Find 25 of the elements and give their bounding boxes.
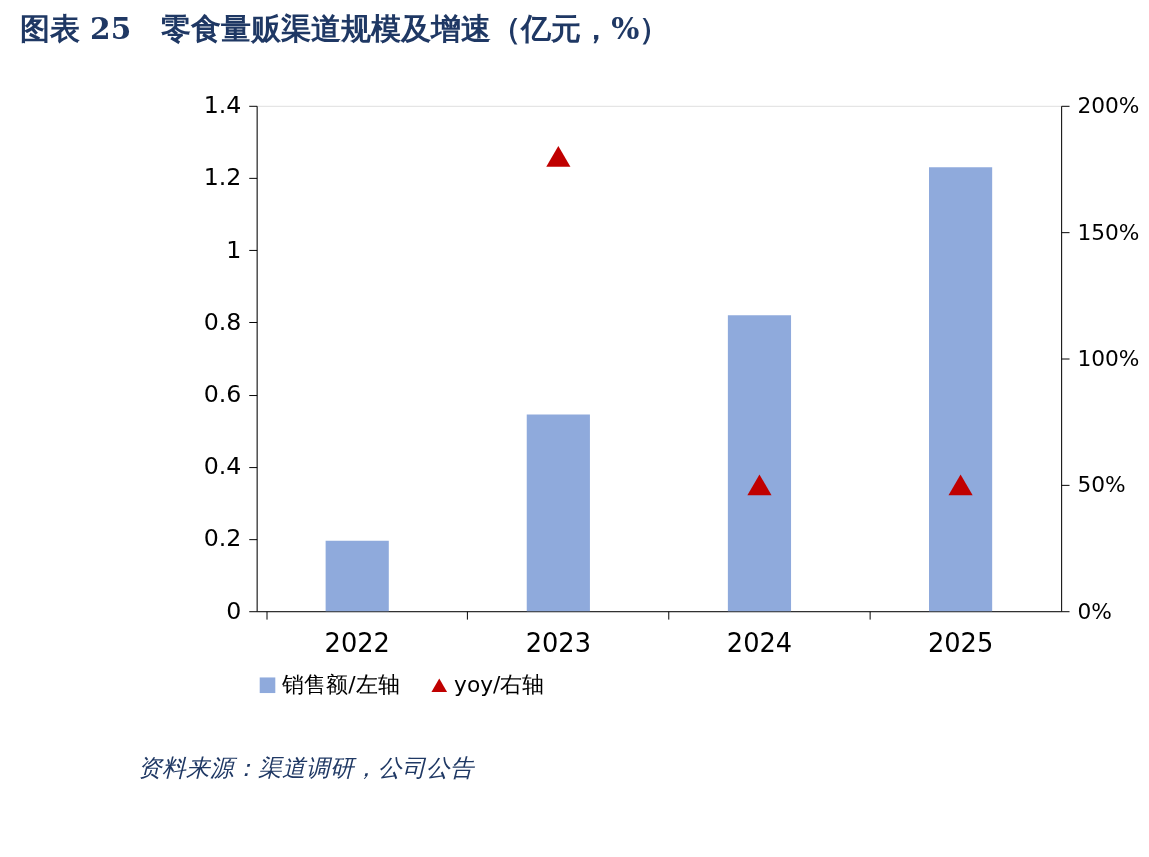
y2-tick-label: 150%	[1077, 219, 1140, 245]
y-tick-label: 1.2	[203, 163, 242, 192]
legend-label: yoy/右轴	[454, 672, 545, 698]
bar	[325, 540, 389, 612]
y2-tick-label: 0%	[1077, 598, 1112, 624]
y2-tick-label: 100%	[1077, 345, 1140, 371]
bar	[727, 315, 792, 612]
x-tick-label: 2022	[324, 628, 390, 659]
y-tick-label: 0.8	[203, 307, 242, 336]
x-tick-label: 2023	[525, 628, 591, 659]
y-tick-label: 1.4	[203, 91, 242, 120]
y-tick-label: 0	[226, 596, 242, 625]
text: 资料来源：渠道调研，公司公告	[138, 754, 477, 783]
y2-tick-label: 50%	[1077, 472, 1126, 498]
bar	[929, 167, 993, 612]
bar	[526, 414, 590, 612]
x-tick-label: 2025	[927, 628, 994, 659]
legend-label: 销售额/左轴	[281, 672, 400, 698]
y2-tick-label: 200%	[1077, 93, 1140, 119]
y-tick-label: 0.4	[203, 452, 242, 481]
y-tick-label: 0.2	[203, 524, 242, 553]
chart-title: 图表 25 零食量贩渠道规模及增速（亿元，%）	[19, 10, 670, 46]
y-tick-label: 1	[226, 235, 242, 264]
y-tick-label: 0.6	[203, 380, 242, 409]
x-tick-label: 2024	[726, 628, 793, 659]
